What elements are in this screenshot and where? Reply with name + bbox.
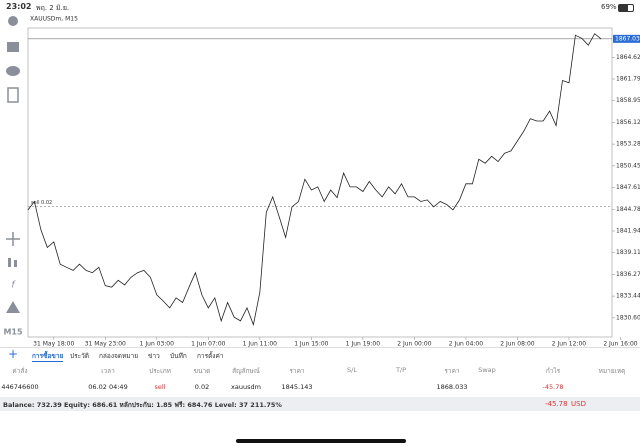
column-header: หมายเหตุ — [598, 367, 626, 375]
y-tick-label: 1853.285 — [616, 141, 640, 148]
cell: sell — [154, 383, 166, 391]
column-header: ราคา — [444, 367, 460, 375]
y-tick-label: 1830.605 — [616, 314, 640, 321]
y-tick-label: 1850.450 — [616, 162, 640, 169]
cell: 1868.033 — [436, 383, 468, 391]
chart-title: XAUUSDm, M15 — [30, 16, 78, 23]
x-tick-label: 31 May 18:00 — [33, 341, 74, 348]
y-tick-label: 1847.615 — [616, 184, 640, 191]
x-tick-label: 2 Jun 16:00 — [603, 341, 637, 348]
column-header: ราคา — [289, 367, 305, 375]
home-indicator — [236, 439, 406, 443]
chat-icon[interactable] — [6, 66, 20, 76]
cell: -45.78 — [542, 383, 564, 391]
column-header: เวลา — [101, 367, 115, 375]
x-tick-label: 1 Jun 19:00 — [346, 341, 380, 348]
timeframe[interactable]: M15 — [3, 328, 23, 337]
x-tick-label: 2 Jun 12:00 — [552, 341, 586, 348]
tab[interactable]: การตั้งค่า — [197, 352, 224, 360]
order-label: sell 0.02 — [31, 200, 52, 206]
y-tick-label: 1861.790 — [616, 76, 640, 83]
cell: 06.02 04:49 — [88, 383, 128, 391]
toolbar: f M15 — [3, 16, 23, 337]
price-label: 1867.033 — [615, 35, 640, 42]
y-tick-label: 1844.780 — [616, 206, 640, 213]
candle-icon-part — [14, 260, 17, 267]
x-tick-label: 1 Jun 15:00 — [294, 341, 328, 348]
x-tick-label: 1 Jun 11:00 — [243, 341, 277, 348]
column-header: กำไร — [545, 367, 561, 375]
price-box — [613, 34, 640, 43]
x-tick-label: 31 May 23:00 — [85, 341, 126, 348]
clock: 23:02 — [6, 2, 32, 11]
add-button[interactable]: + — [8, 347, 19, 361]
total-profit: -45.78 — [545, 400, 568, 408]
account-icon[interactable] — [8, 16, 18, 26]
y-tick-label: 1858.955 — [616, 97, 640, 104]
tab[interactable]: กล่องจดหมาย — [99, 352, 139, 360]
battery-icon — [618, 4, 634, 12]
y-tick-label: 1839.110 — [616, 249, 640, 256]
column-header: ประเภท — [149, 367, 171, 375]
cell: xauusdm — [231, 383, 261, 391]
crosshair-icon[interactable] — [6, 232, 20, 246]
y-tick-label: 1856.120 — [616, 119, 640, 126]
candle-icon[interactable] — [8, 258, 11, 267]
x-tick-label: 1 Jun 03:00 — [140, 341, 174, 348]
currency: USD — [571, 400, 586, 408]
chart: XAUUSDm, M15 1830.605 1833.440 1836.275 183… — [27, 16, 640, 348]
account-summary: Balance: 732.39 Equity: 686.61 หลักประกั… — [3, 401, 282, 409]
tab[interactable]: ข่าว — [148, 352, 160, 360]
y-tick-label: 1836.275 — [616, 271, 640, 278]
column-header: S/L — [347, 366, 357, 374]
new-icon[interactable] — [7, 87, 19, 103]
y-tick-label: 1833.440 — [616, 293, 640, 300]
column-header: ค่าสั่ง — [12, 367, 28, 375]
battery: 69% — [601, 3, 617, 11]
tab[interactable]: ประวัติ — [70, 352, 89, 360]
trade-icon[interactable] — [7, 42, 19, 52]
date: พฤ. 2 มิ.ย. — [36, 4, 70, 12]
indicator-icon[interactable]: f — [11, 281, 16, 291]
column-header: สัญลักษณ์ — [232, 367, 260, 375]
column-header: ขนาด — [193, 367, 211, 375]
tab[interactable]: บันทึก — [170, 352, 187, 360]
tab-bar: + การซื้อขาย ประวัติ กล่องจดหมาย ข่าว บันทึก… — [0, 347, 640, 363]
x-tick-label: 2 Jun 00:00 — [397, 341, 431, 348]
y-tick-label: 1841.945 — [616, 227, 640, 234]
objects-icon[interactable] — [6, 301, 20, 313]
y-tick-label: 1864.625 — [616, 54, 640, 61]
cell: 446746600 — [1, 383, 39, 391]
x-tick-label: 2 Jun 04:00 — [449, 341, 483, 348]
cell: 1845.143 — [281, 383, 313, 391]
cell: 0.02 — [194, 383, 210, 391]
column-header: Swap — [478, 366, 496, 374]
x-tick-label: 2 Jun 08:00 — [500, 341, 534, 348]
x-tick-label: 1 Jun 07:00 — [191, 341, 225, 348]
summary-bar: Balance: 732.39 Equity: 686.61 หลักประกั… — [0, 397, 640, 411]
plot-frame — [27, 27, 613, 338]
price-line-series — [27, 33, 602, 327]
column-header: T/P — [395, 366, 407, 374]
tab[interactable]: การซื้อขาย — [32, 352, 64, 362]
